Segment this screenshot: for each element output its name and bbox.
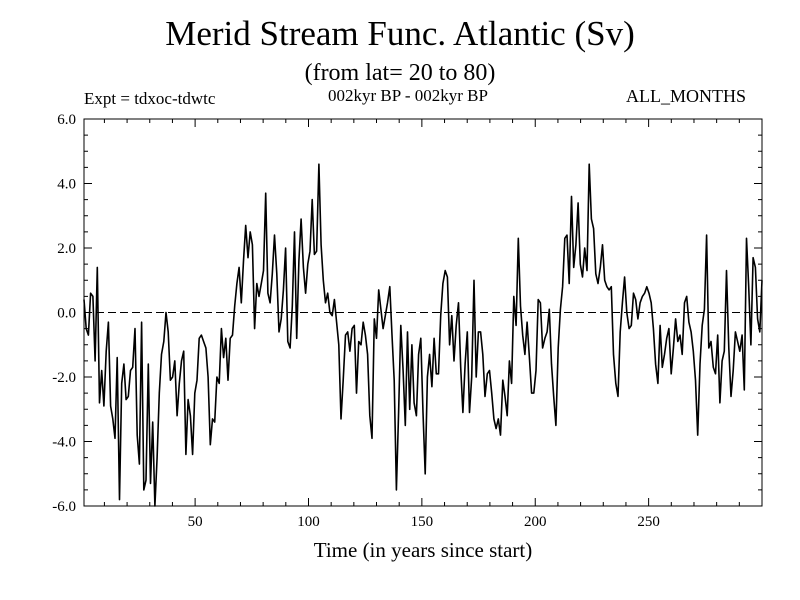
x-tick-label: 200 [524,514,547,530]
y-tick-label: -4.0 [52,435,76,451]
period-label: 002kyr BP - 002kyr BP [328,86,488,105]
y-tick-label: 0.0 [57,306,76,322]
y-tick-label: 2.0 [57,241,76,257]
y-tick-label: 4.0 [57,177,76,193]
x-tick-label: 100 [297,514,320,530]
y-tick-label: 6.0 [57,112,76,128]
y-tick-label: -2.0 [52,370,76,386]
months-label: ALL_MONTHS [626,86,746,106]
x-tick-label: 50 [188,514,203,530]
y-tick-label: -6.0 [52,499,76,515]
chart-subtitle: (from lat= 20 to 80) [304,60,496,86]
experiment-label: Expt = tdxoc-tdwtc [84,89,216,108]
plot-frame [83,118,763,507]
tick-labels: 50 100 150 200 250 -6.0 -4.0 -2.0 0.0 2.0 4.0 6.0 [52,112,660,530]
x-tick-label: 250 [637,514,660,530]
chart-title: Merid Stream Func. Atlantic (Sv) [165,14,635,53]
x-tick-label: 150 [411,514,434,530]
series-line [83,163,763,507]
x-axis-label: Time (in years since start) [313,538,533,562]
